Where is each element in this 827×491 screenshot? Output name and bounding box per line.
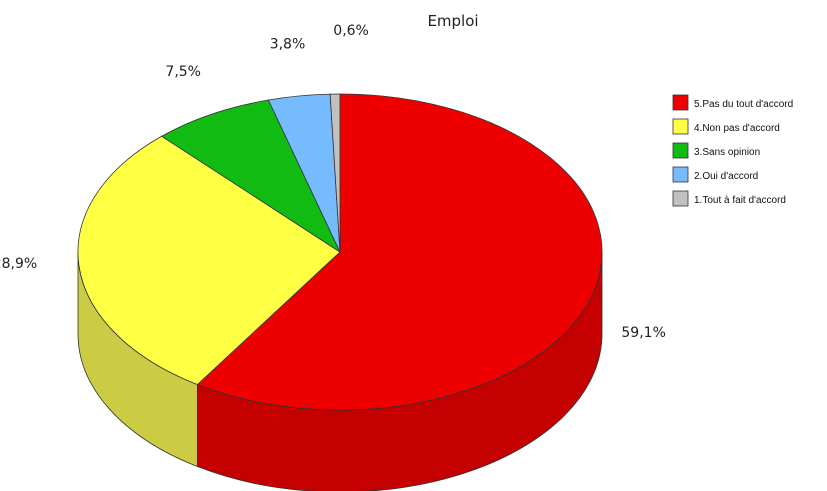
pie-slices <box>77 93 603 411</box>
legend-item-1-tout-a-fait-d-accord: 1.Tout à fait d'accord <box>672 190 786 207</box>
legend-swatch <box>672 166 689 183</box>
legend-item-2-oui-d-accord: 2.Oui d'accord <box>672 166 758 183</box>
legend-item-4-non-pas-d-accord: 4.Non pas d'accord <box>672 118 780 135</box>
label-5-pas-du-tout-d-accord: 59,1% <box>621 325 665 341</box>
slice-3-sans-opinion <box>160 99 341 254</box>
label-3-sans-opinion: 7,5% <box>165 64 201 80</box>
chart-title: Emploi <box>427 12 478 30</box>
legend-label: 2.Oui d'accord <box>694 171 758 182</box>
label-1-tout-a-fait-d-accord: 0,6% <box>333 23 369 39</box>
legend-swatch <box>672 94 689 111</box>
legend-label: 4.Non pas d'accord <box>694 123 780 134</box>
slice-5-pas-du-tout-d-accord <box>196 93 603 411</box>
legend-item-5-pas-du-tout-d-accord: 5.Pas du tout d'accord <box>672 94 793 111</box>
data-labels: 59,1% 28,9% 7,5% 3,8% 0,6% <box>0 23 666 341</box>
legend: 5.Pas du tout d'accord 4.Non pas d'accord… <box>672 94 793 207</box>
legend-swatch <box>672 118 689 135</box>
legend-swatch <box>672 190 689 207</box>
legend-label: 5.Pas du tout d'accord <box>694 99 793 110</box>
label-2-oui-d-accord: 3,8% <box>270 36 306 52</box>
slice-1-tout-a-fait-d-accord <box>329 93 341 253</box>
legend-label: 3.Sans opinion <box>694 147 760 158</box>
legend-item-3-sans-opinion: 3.Sans opinion <box>672 142 760 159</box>
label-4-non-pas-d-accord: 28,9% <box>0 256 37 272</box>
legend-label: 1.Tout à fait d'accord <box>694 195 786 206</box>
legend-swatch <box>672 142 689 159</box>
slice-4-non-pas-d-accord <box>77 135 341 386</box>
